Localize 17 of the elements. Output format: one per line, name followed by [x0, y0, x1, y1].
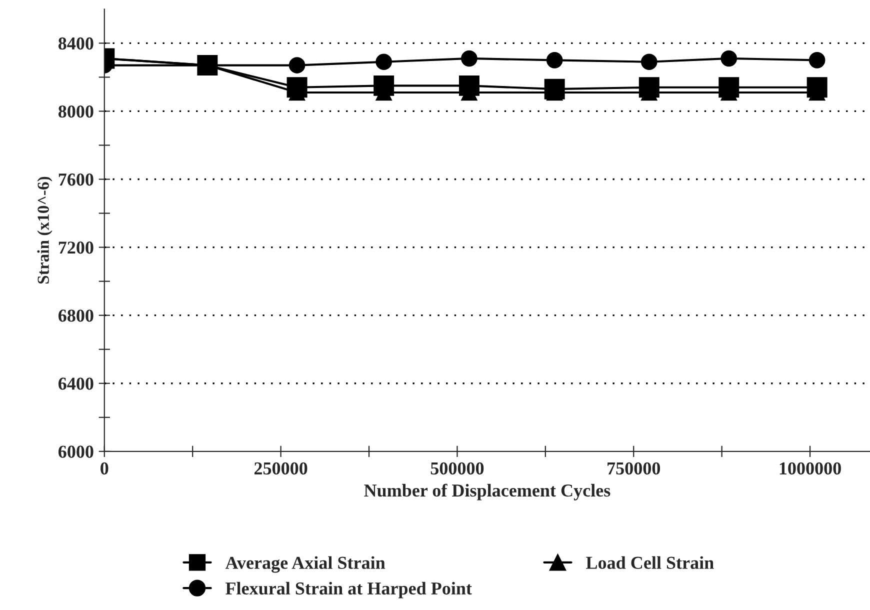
y-tick-label: 8000 [58, 105, 94, 118]
legend-label: Average Axial Strain [225, 556, 386, 573]
x-tick-label: 750000 [608, 462, 660, 475]
x-tick-label: 1000000 [780, 462, 841, 475]
x-axis-title: Number of Displacement Cycles [364, 484, 610, 500]
x-tick-label: 500000 [430, 462, 484, 475]
y-tick-label: 7600 [58, 174, 94, 186]
x-tick-label: 250000 [254, 462, 308, 475]
legend-label: Load Cell Strain [586, 556, 714, 569]
y-axis-title: Strain (x10^-6) [37, 176, 52, 284]
y-tick-label: 7200 [58, 242, 94, 254]
legend-label: Flexural Strain at Harped Point [226, 582, 472, 598]
x-tick-label: 0 [100, 462, 108, 475]
y-tick-label: 6800 [58, 310, 94, 322]
y-tick-label: 8400 [58, 37, 94, 50]
y-tick-label: 6400 [58, 378, 94, 390]
y-tick-label: 6000 [58, 446, 94, 458]
